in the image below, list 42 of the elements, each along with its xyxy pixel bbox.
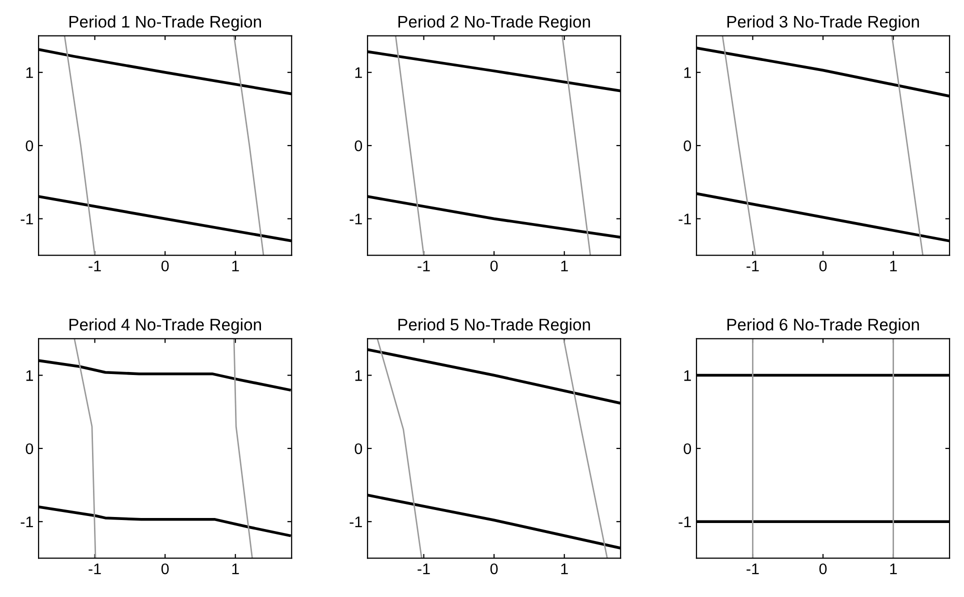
y-tick-label: -1 (350, 214, 362, 224)
x-tick-label: 0 (819, 260, 827, 272)
y-tick-label: 1 (355, 370, 362, 381)
y-tick-label: 0 (684, 140, 692, 152)
x-tick-label: 1 (561, 260, 568, 272)
y-tick-label: 0 (26, 443, 34, 454)
x-tick-label: -1 (88, 260, 101, 272)
y-tick-label: 0 (354, 140, 362, 152)
y-tick-label: -1 (678, 516, 691, 528)
y-tick-label: 1 (684, 370, 691, 381)
x-tick-label: -1 (418, 260, 430, 272)
chart-title: Period 2 No-Trade Region (398, 15, 590, 31)
y-tick-label: 0 (684, 443, 692, 454)
y-tick-label: -1 (350, 516, 362, 528)
chart-title: Period 5 No-Trade Region (398, 318, 590, 334)
chart-title: Period 6 No-Trade Region (727, 318, 919, 334)
x-tick-label: 0 (490, 260, 498, 272)
y-tick-label: -1 (20, 516, 33, 528)
chart-title: Period 1 No-Trade Region (70, 15, 261, 31)
y-tick-label: -1 (20, 214, 33, 224)
x-tick-label: 1 (561, 564, 568, 574)
y-tick-label: 1 (26, 370, 33, 381)
x-tick-label: 0 (490, 563, 498, 574)
y-tick-label: 0 (26, 140, 34, 152)
chart-title: Period 4 No-Trade Region (70, 318, 261, 334)
x-tick-label: -1 (418, 564, 430, 574)
y-tick-label: 1 (684, 67, 691, 78)
x-tick-label: 0 (161, 563, 169, 574)
y-tick-label: 1 (355, 67, 362, 78)
y-tick-label: 0 (354, 443, 362, 454)
x-tick-label: 1 (890, 564, 897, 574)
x-tick-label: 0 (161, 260, 169, 272)
chart-title: Period 3 No-Trade Region (727, 15, 919, 31)
x-tick-label: 1 (232, 564, 239, 574)
x-tick-label: 0 (819, 563, 827, 574)
x-tick-label: 1 (890, 260, 897, 272)
y-tick-label: -1 (678, 214, 691, 224)
y-tick-label: 1 (26, 67, 33, 78)
x-tick-label: -1 (746, 260, 759, 272)
x-tick-label: -1 (88, 564, 101, 574)
x-tick-label: -1 (746, 564, 759, 574)
x-tick-label: 1 (232, 260, 239, 272)
